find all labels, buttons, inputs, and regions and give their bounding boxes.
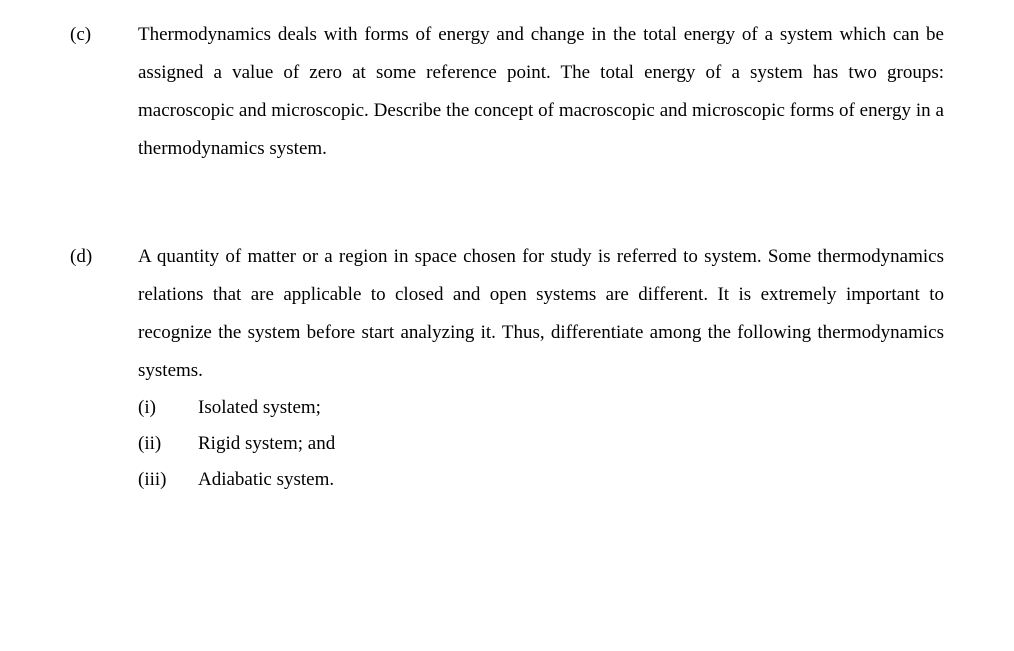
question-d-sublist: (i) Isolated system; (ii) Rigid system; … (138, 390, 944, 498)
page: (c) Thermodynamics deals with forms of e… (0, 0, 1014, 498)
question-d-text: A quantity of matter or a region in spac… (138, 246, 944, 381)
question-c: (c) Thermodynamics deals with forms of e… (70, 16, 944, 168)
list-item: (i) Isolated system; (138, 390, 944, 426)
question-d-label: (d) (70, 238, 138, 498)
subitem-label: (iii) (138, 462, 198, 498)
question-d: (d) A quantity of matter or a region in … (70, 238, 944, 498)
question-d-body: A quantity of matter or a region in spac… (138, 238, 944, 498)
list-item: (iii) Adiabatic system. (138, 462, 944, 498)
subitem-text: Rigid system; and (198, 426, 944, 462)
question-c-body: Thermodynamics deals with forms of energ… (138, 16, 944, 168)
question-c-label: (c) (70, 16, 138, 168)
subitem-text: Adiabatic system. (198, 462, 944, 498)
subitem-label: (ii) (138, 426, 198, 462)
list-item: (ii) Rigid system; and (138, 426, 944, 462)
subitem-text: Isolated system; (198, 390, 944, 426)
subitem-label: (i) (138, 390, 198, 426)
